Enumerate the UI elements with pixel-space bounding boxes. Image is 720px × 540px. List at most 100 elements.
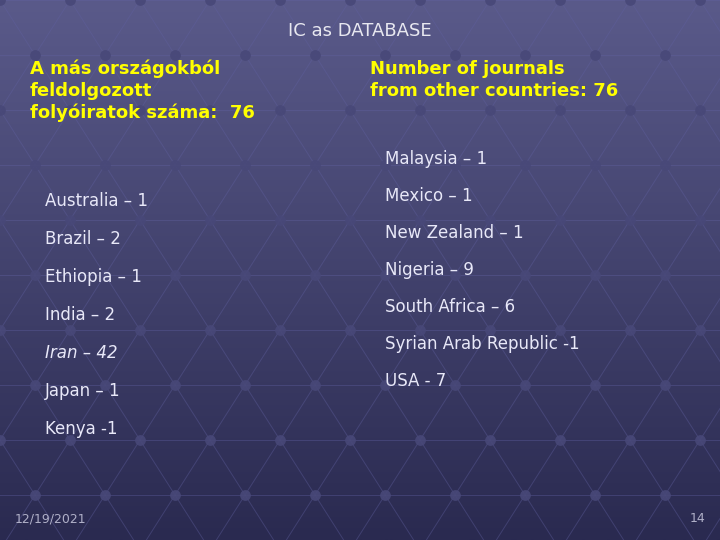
Point [204,106,216,114]
Point [204,436,216,444]
Point [239,491,251,500]
Point [274,0,286,4]
Point [344,326,356,334]
Point [519,161,531,170]
Point [344,436,356,444]
Point [239,271,251,279]
Point [344,106,356,114]
Point [99,271,111,279]
Point [99,491,111,500]
Point [379,271,391,279]
Point [134,436,145,444]
Point [589,51,600,59]
Text: Iran – 42: Iran – 42 [45,344,117,362]
Point [30,381,41,389]
Text: A más országokból: A más országokból [30,60,220,78]
Point [204,215,216,224]
Point [169,271,181,279]
Point [379,161,391,170]
Point [30,161,41,170]
Text: Japan – 1: Japan – 1 [45,382,121,400]
Text: Malaysia – 1: Malaysia – 1 [385,150,487,168]
Point [589,381,600,389]
Point [519,51,531,59]
Point [449,491,461,500]
Point [624,106,636,114]
Point [274,106,286,114]
Text: feldolgozott: feldolgozott [30,82,153,100]
Point [169,491,181,500]
Point [30,271,41,279]
Point [694,326,706,334]
Point [30,51,41,59]
Text: Syrian Arab Republic -1: Syrian Arab Republic -1 [385,335,580,353]
Point [519,271,531,279]
Point [624,326,636,334]
Point [485,326,496,334]
Point [485,215,496,224]
Point [589,271,600,279]
Point [449,271,461,279]
Text: 14: 14 [689,512,705,525]
Text: South Africa – 6: South Africa – 6 [385,298,515,316]
Text: folyóiratok száma:  76: folyóiratok száma: 76 [30,104,255,123]
Point [589,161,600,170]
Point [694,106,706,114]
Point [99,161,111,170]
Text: Ethiopia – 1: Ethiopia – 1 [45,268,142,286]
Point [414,436,426,444]
Point [0,326,6,334]
Point [64,436,76,444]
Point [274,215,286,224]
Point [134,326,145,334]
Point [0,0,6,4]
Point [310,161,321,170]
Point [169,381,181,389]
Point [134,215,145,224]
Point [589,491,600,500]
Point [694,0,706,4]
Point [414,215,426,224]
Point [624,215,636,224]
Point [99,381,111,389]
Point [624,0,636,4]
Point [64,0,76,4]
Point [485,0,496,4]
Point [64,106,76,114]
Text: IC as DATABASE: IC as DATABASE [288,22,432,40]
Point [204,0,216,4]
Point [554,215,566,224]
Text: Number of journals: Number of journals [370,60,564,78]
Point [344,215,356,224]
Point [449,161,461,170]
Point [99,51,111,59]
Point [30,491,41,500]
Point [519,491,531,500]
Text: Australia – 1: Australia – 1 [45,192,148,210]
Point [694,215,706,224]
Point [554,436,566,444]
Text: from other countries: 76: from other countries: 76 [370,82,618,100]
Point [169,161,181,170]
Point [554,0,566,4]
Text: Nigeria – 9: Nigeria – 9 [385,261,474,279]
Point [414,326,426,334]
Text: Brazil – 2: Brazil – 2 [45,230,121,248]
Point [204,326,216,334]
Point [310,51,321,59]
Text: Mexico – 1: Mexico – 1 [385,187,472,205]
Point [310,491,321,500]
Text: New Zealand – 1: New Zealand – 1 [385,224,523,242]
Point [239,161,251,170]
Point [0,215,6,224]
Point [660,491,671,500]
Point [0,106,6,114]
Point [660,381,671,389]
Point [379,491,391,500]
Point [134,106,145,114]
Text: 12/19/2021: 12/19/2021 [15,512,86,525]
Point [660,271,671,279]
Point [274,436,286,444]
Point [414,106,426,114]
Text: USA - 7: USA - 7 [385,372,446,390]
